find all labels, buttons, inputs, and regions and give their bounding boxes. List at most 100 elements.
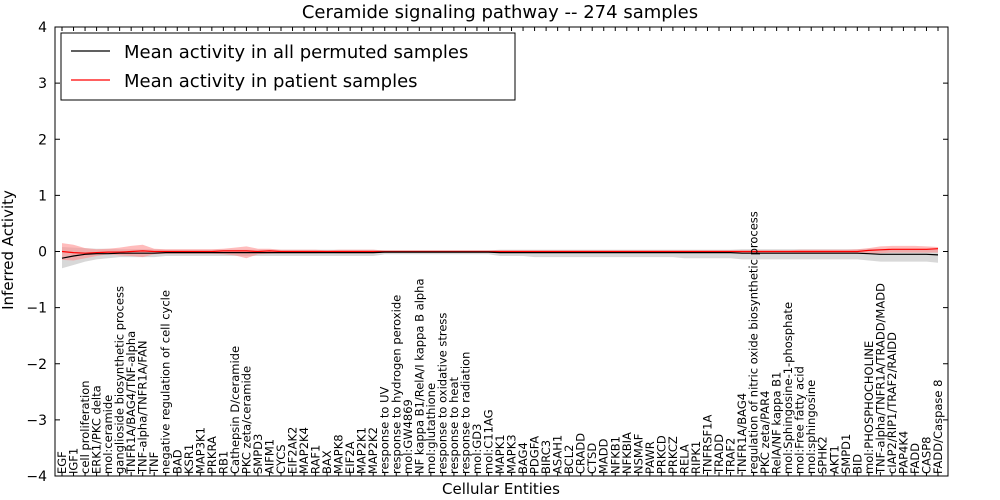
y-tick-label: 1 — [38, 188, 47, 204]
y-axis-label: Inferred Activity — [0, 190, 17, 310]
category-label: PAP4K4 — [896, 431, 910, 474]
category-label: RIPK1 — [689, 441, 703, 474]
category-label: mol:ceramide — [101, 395, 115, 474]
series-line-permuted — [61, 251, 939, 259]
category-label: EGF — [55, 451, 69, 474]
category-label: MAPK1 — [493, 434, 507, 474]
y-tick-label: 4 — [38, 20, 47, 36]
category-label: mol:GW4869 — [401, 399, 415, 474]
category-label: RelA/NF kappa B1 — [770, 372, 784, 474]
category-label: EIF2A — [343, 441, 357, 474]
category-label: ERK1/PKC delta — [90, 385, 104, 474]
category-label: PRKRA — [205, 436, 219, 474]
category-label: MAP2K2 — [366, 427, 380, 474]
y-tick-label: 3 — [38, 76, 47, 92]
category-label: TNF-alpha/TNFR1A/FAN — [136, 341, 150, 475]
category-label: response to heat — [447, 377, 461, 474]
category-label: ganglioside biosynthetic process — [113, 286, 127, 474]
category-label: PDGFA — [528, 436, 542, 474]
category-label: MAPK8 — [332, 434, 346, 474]
legend: Mean activity in all permuted samples Me… — [60, 32, 516, 101]
category-label: mol:PHOSPHOCHOLINE — [862, 341, 876, 474]
y-tick-label: 2 — [38, 132, 47, 148]
category-label: IGF1 — [67, 448, 81, 474]
category-label: NSMAF — [631, 434, 645, 474]
category-label: TNFR1A/BAG4 — [735, 393, 749, 475]
series-lines — [61, 248, 939, 259]
chart-title: Ceramide signaling pathway -- 274 sample… — [302, 2, 698, 23]
category-label: BAG4 — [516, 442, 530, 474]
category-label: mol:Sphingosine-1-phosphate — [781, 302, 795, 474]
x-axis — [61, 27, 939, 476]
category-label: mol:C11AG — [482, 409, 496, 474]
legend-box — [60, 32, 516, 101]
category-label: PRKCZ — [666, 436, 680, 474]
category-label: mol:GD3 — [470, 424, 484, 474]
category-label: BAD — [170, 449, 184, 474]
category-label: TRADD — [712, 434, 726, 475]
category-label: NFKBIA — [620, 432, 634, 474]
category-label: TRAF2 — [724, 438, 738, 475]
category-label: RELA — [677, 444, 691, 474]
category-label: SPHK2 — [816, 436, 830, 474]
category-label: BAX — [320, 450, 334, 474]
category-label: FADD — [908, 443, 922, 474]
category-label: FADD/Caspase 8 — [931, 380, 945, 474]
category-label: CYCS — [274, 444, 288, 474]
category-label: TNFR1A/BAG4/TNF-alpha — [124, 331, 138, 475]
category-label: ASAH1 — [551, 435, 565, 474]
category-label: TNFRSF1A — [701, 415, 715, 475]
category-label: RB1 — [216, 451, 230, 474]
category-label: PAWR — [643, 441, 657, 474]
category-label: CASP8 — [920, 437, 934, 474]
category-label: Cathepsin D/ceramide — [228, 346, 242, 474]
category-label: negative regulation of cell cycle — [159, 290, 173, 474]
y-tick-label: −2 — [26, 357, 47, 373]
category-label: PKC zeta/PAR4 — [758, 391, 772, 474]
category-label: NFKB1 — [608, 436, 622, 474]
category-label: AKT1 — [827, 445, 841, 474]
category-label: MAP2K1 — [355, 427, 369, 474]
category-label: mol:glutathione — [424, 383, 438, 474]
category-label: SMPD1 — [839, 434, 853, 474]
category-label: MAP2K4 — [297, 427, 311, 474]
category-label: TNF-alpha/TNFR1A/TRADD/MADD — [873, 283, 887, 475]
category-label: BID — [850, 454, 864, 474]
y-tick-label: 0 — [38, 245, 47, 261]
y-axis: −4 −3 −2 −1 0 1 2 3 4 — [26, 20, 948, 485]
category-label: cell proliferation — [78, 380, 92, 474]
category-label: CRADD — [574, 433, 588, 474]
x-axis-label: Cellular Entities — [442, 480, 560, 498]
category-label: AIFM1 — [263, 439, 277, 474]
category-label: EIF2AK2 — [286, 427, 300, 474]
y-tick-label: −3 — [26, 413, 47, 429]
legend-label-permuted: Mean activity in all permuted samples — [124, 42, 468, 63]
category-label: MAPK3 — [505, 434, 519, 474]
category-label: CTSD — [585, 443, 599, 474]
category-label: response to UV — [378, 386, 392, 474]
category-label: BCL2 — [562, 445, 576, 474]
category-label: MADD — [597, 438, 611, 474]
category-label: response to radiation — [458, 352, 472, 474]
category-label: PRKCD — [654, 435, 668, 474]
legend-label-patient: Mean activity in patient samples — [124, 71, 418, 92]
category-label: cIAP2/RIP1/TRAF2/RAIDD — [885, 332, 899, 474]
category-label: regulation of nitric oxide biosynthetic … — [747, 211, 761, 474]
category-label: KSR1 — [182, 444, 196, 474]
category-label: NF kappa B1/RelA/I kappa B alpha — [412, 278, 426, 474]
category-label: response to oxidative stress — [435, 313, 449, 474]
category-label: RAF1 — [309, 445, 323, 474]
category-label: response to hydrogen peroxide — [389, 295, 403, 474]
category-label: SMPD3 — [251, 434, 265, 474]
plot-frame — [54, 26, 949, 477]
category-label: BIRC3 — [539, 440, 553, 474]
category-label: mol:sphingosine — [804, 380, 818, 474]
category-label: mol:Free fatty acid — [793, 366, 807, 474]
series-line-patient — [61, 248, 939, 254]
category-label: MAP3K1 — [193, 427, 207, 474]
category-label: TNF — [147, 452, 161, 475]
y-tick-label: −1 — [26, 301, 47, 317]
y-tick-label: −4 — [26, 469, 47, 485]
